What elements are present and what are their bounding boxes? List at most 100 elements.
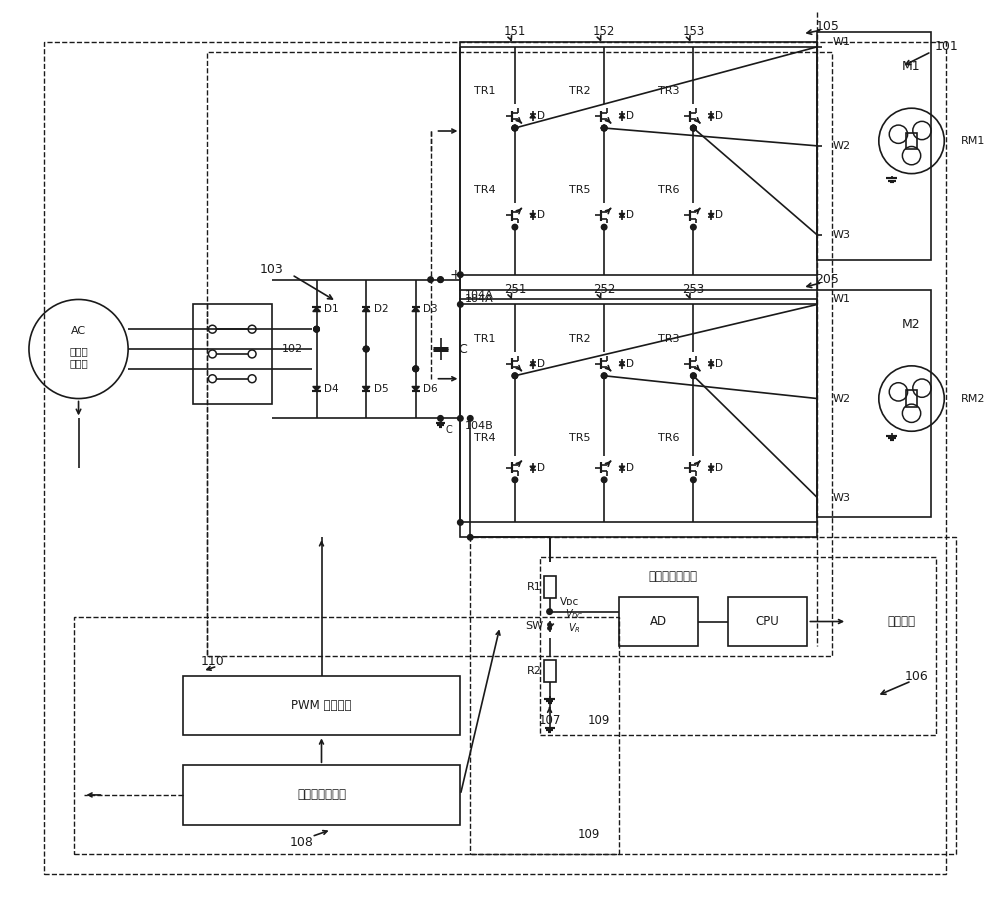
- Text: 绝缘电阻: 绝缘电阻: [888, 615, 916, 628]
- Circle shape: [413, 366, 418, 372]
- Text: Vᴅᴄ: Vᴅᴄ: [560, 597, 579, 607]
- Circle shape: [413, 366, 418, 372]
- Circle shape: [691, 224, 696, 230]
- Text: D2: D2: [374, 305, 388, 314]
- Text: W1: W1: [832, 295, 850, 305]
- Polygon shape: [530, 362, 536, 365]
- Polygon shape: [708, 466, 714, 470]
- Text: D5: D5: [374, 384, 388, 394]
- Circle shape: [314, 327, 319, 332]
- Text: RM2: RM2: [961, 394, 986, 404]
- Bar: [817, 289, 931, 518]
- Text: 205: 205: [815, 274, 839, 286]
- Bar: [207, 51, 832, 656]
- Text: D: D: [537, 463, 545, 473]
- Circle shape: [314, 327, 319, 332]
- Text: C: C: [445, 425, 452, 435]
- Polygon shape: [362, 386, 370, 391]
- Text: 106: 106: [905, 669, 928, 682]
- Text: 109: 109: [578, 828, 600, 841]
- Circle shape: [547, 609, 552, 614]
- Circle shape: [691, 373, 696, 378]
- Text: 251: 251: [504, 283, 526, 296]
- Text: 252: 252: [593, 283, 615, 296]
- Circle shape: [428, 277, 433, 283]
- Text: 253: 253: [682, 283, 704, 296]
- Circle shape: [512, 125, 518, 130]
- Circle shape: [458, 302, 463, 308]
- Circle shape: [512, 373, 518, 378]
- Bar: [619, 597, 698, 646]
- Text: D4: D4: [324, 384, 339, 394]
- Text: 三相交
流电源: 三相交 流电源: [69, 346, 88, 368]
- Bar: [183, 676, 460, 735]
- Bar: [460, 299, 817, 537]
- Circle shape: [691, 125, 696, 130]
- Bar: [193, 305, 272, 404]
- Text: 152: 152: [593, 26, 615, 39]
- Text: SW: SW: [526, 621, 544, 632]
- Circle shape: [512, 125, 518, 130]
- Text: 检测动作控制部: 检测动作控制部: [297, 789, 346, 801]
- Circle shape: [458, 416, 463, 421]
- Text: PWM 控制电路: PWM 控制电路: [291, 700, 352, 712]
- Bar: [470, 537, 956, 855]
- Circle shape: [601, 125, 607, 130]
- Text: TR2: TR2: [569, 334, 590, 344]
- Circle shape: [601, 125, 607, 130]
- Polygon shape: [362, 308, 370, 311]
- Bar: [540, 557, 936, 735]
- Circle shape: [691, 477, 696, 483]
- Text: 104A: 104A: [465, 295, 494, 305]
- Circle shape: [548, 626, 551, 630]
- Polygon shape: [412, 308, 419, 311]
- Polygon shape: [619, 115, 625, 118]
- Text: D: D: [537, 111, 545, 121]
- Polygon shape: [708, 362, 714, 365]
- Text: W3: W3: [832, 230, 850, 240]
- Circle shape: [438, 277, 443, 283]
- Text: 153: 153: [682, 26, 704, 39]
- Circle shape: [601, 125, 607, 130]
- Text: D: D: [715, 359, 723, 369]
- Text: D: D: [626, 359, 634, 369]
- Text: W2: W2: [832, 394, 850, 404]
- Text: D: D: [715, 111, 723, 121]
- Text: $V_R$: $V_R$: [568, 621, 581, 635]
- Bar: [544, 576, 556, 598]
- Text: M2: M2: [902, 318, 921, 330]
- Text: TR2: TR2: [569, 86, 590, 96]
- Polygon shape: [412, 386, 419, 391]
- Bar: [183, 766, 460, 824]
- Text: W2: W2: [832, 140, 850, 151]
- Text: D: D: [715, 210, 723, 220]
- Text: 104A: 104A: [465, 289, 494, 299]
- Text: TR4: TR4: [474, 433, 496, 443]
- Text: TR4: TR4: [474, 185, 496, 196]
- Text: D: D: [537, 210, 545, 220]
- Text: 103: 103: [260, 263, 284, 276]
- Text: 110: 110: [201, 655, 224, 667]
- Text: AC: AC: [71, 326, 86, 336]
- Text: D3: D3: [423, 305, 438, 314]
- Circle shape: [601, 224, 607, 230]
- Circle shape: [467, 416, 473, 421]
- Circle shape: [438, 277, 443, 283]
- Text: TR3: TR3: [658, 334, 679, 344]
- Text: D: D: [537, 359, 545, 369]
- Polygon shape: [619, 466, 625, 470]
- Bar: [906, 390, 917, 407]
- Text: D: D: [626, 210, 634, 220]
- Text: TR5: TR5: [569, 185, 590, 196]
- Circle shape: [363, 346, 369, 352]
- Text: 151: 151: [504, 26, 526, 39]
- Text: D6: D6: [423, 384, 438, 394]
- Text: RM1: RM1: [961, 136, 986, 146]
- Polygon shape: [530, 466, 536, 470]
- Text: $V_{DC}$: $V_{DC}$: [565, 608, 584, 621]
- Circle shape: [467, 534, 473, 540]
- Text: 104B: 104B: [465, 421, 494, 431]
- Text: 101: 101: [934, 40, 958, 53]
- Text: D: D: [626, 463, 634, 473]
- Polygon shape: [708, 214, 714, 217]
